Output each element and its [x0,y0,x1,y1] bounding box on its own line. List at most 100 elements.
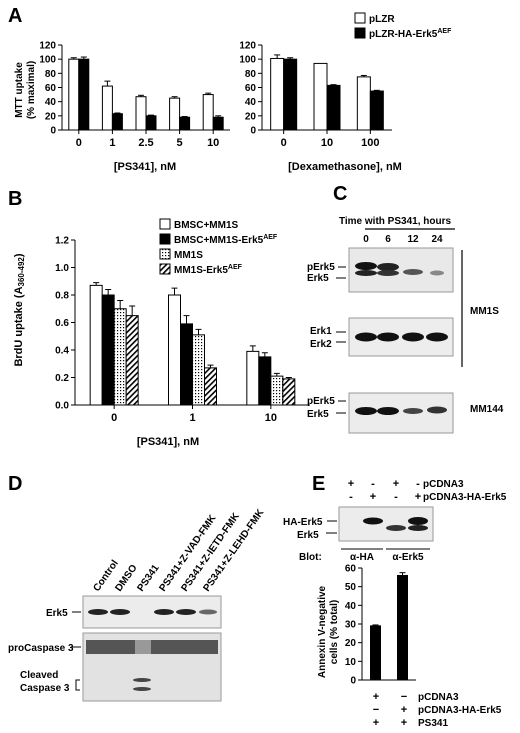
panel-e-ylabel-1: Annexin V-negative [317,585,328,678]
plus-minus-sign: + [370,491,376,503]
bar [135,96,147,131]
panel-letter-d: D [8,473,22,495]
label-e-bottom-pcdna3-ha: pCDNA3-HA-Erk5 [418,705,502,716]
bar [397,574,408,681]
band-cleaved-2 [133,687,151,691]
y-tick-label: 0.2 [55,373,69,384]
band [199,609,217,615]
panel-e-ylabel-2: cells (% total) [329,600,340,664]
label-perk5-c1: pErk5 [307,262,335,273]
chart-b: 0.0 0.2 0.4 0.6 0.8 1.0 1.2 0 1 10 [55,236,310,424]
y-tick-label: 10 [345,657,357,668]
label-e-blot: Blot: [299,552,322,563]
label-e-erk5: Erk5 [297,530,319,541]
y-tick-label: 20 [45,111,57,122]
band [426,332,448,342]
label-erk5-c3: Erk5 [307,409,329,420]
y-tick-label: 0 [350,676,356,687]
chart-a-left: 0 20 40 60 80 100 120 0 1 2.5 5 10 [39,41,230,149]
x-tick-label: 1 [189,412,195,424]
panel-b: BrdU uptake (A360-492) 0.0 0.2 0.4 0.6 0.8 1.… [13,218,310,448]
y-tick-label: 80 [45,69,57,80]
plus-minus-sign: - [371,478,375,490]
plus-minus-sign: - [394,491,398,503]
bar [246,350,260,406]
band [355,270,377,276]
band [355,407,377,415]
y-tick-label: 100 [239,55,256,66]
band [386,525,406,531]
panel-e-plusminus-top: + - + -- + - + [348,478,421,503]
panel-letter-e: E [312,473,325,495]
plus-minus-sign: + [415,491,421,503]
bar [369,90,384,131]
legend-b-label-1: BMSC+MM1S [174,220,239,231]
bar [270,57,285,131]
lane-label-ps341: PS341 [135,562,161,593]
panel-c-time-0: 0 [363,234,369,245]
label-erk2: Erk2 [310,339,332,350]
bar [356,76,371,131]
plus-minus-sign: + [373,717,379,729]
band [176,609,196,615]
label-e-ha-erk5: HA-Erk5 [283,517,323,528]
y-tick-label: 60 [345,564,357,575]
y-tick-label: 0.6 [55,318,69,329]
y-tick-label: 0 [250,126,256,137]
y-tick-label: 60 [45,83,57,94]
legend-b-swatch-4 [159,263,171,275]
bar [113,308,127,406]
x-tick-label: 0 [281,137,287,149]
label-e-alpha-ha: α-HA [350,552,374,563]
x-tick-label: 0 [76,137,82,149]
bar [204,367,217,406]
bar [101,85,113,131]
band-cleaved-1 [133,678,151,682]
panel-b-xlabel: [PS341], nM [137,436,199,448]
bar [89,284,103,406]
panel-a-right-xlabel: [Dexamethasone], nM [288,161,402,173]
legend-b-swatch-2 [159,233,171,245]
y-tick-label: 100 [39,55,56,66]
plus-minus-sign: + [348,478,354,490]
y-tick-label: 0.4 [55,346,69,357]
label-mm1s: MM1S [470,306,499,317]
band [88,609,108,615]
y-tick-label: 30 [345,620,357,631]
y-tick-label: 60 [245,83,257,94]
panel-e-plusminus-bottom: + −− ++ + [373,691,407,729]
blot-c-perk5 [348,247,454,293]
legend-a-label-plzr: pLZR [369,14,395,25]
label-mm144: MM144 [470,404,504,415]
panel-c-time-24: 24 [431,234,443,245]
bar [192,334,205,406]
bar [101,294,115,406]
bar [326,84,341,131]
plus-minus-sign: - [416,478,420,490]
band [408,517,428,525]
y-tick-label: 1.0 [55,263,69,274]
band [355,262,377,270]
x-tick-label: 5 [177,137,183,149]
bar [283,58,298,131]
label-cleaved-2: Caspase 3 [20,683,70,694]
panel-a-ylabel-1: MTT uptake [14,62,25,118]
panel-c-time-12: 12 [407,234,419,245]
bar [179,116,191,131]
bar [282,378,296,406]
band [403,269,423,275]
bar [168,294,181,406]
legend-b-label-2: BMSC+MM1S-Erk5AEF [174,234,278,246]
x-tick-label: 0 [111,412,117,424]
label-e-bottom-ps341: PS341 [418,718,448,729]
bar [313,62,328,131]
label-erk5-c1: Erk5 [307,273,329,284]
plus-minus-sign: − [373,704,379,716]
x-tick-label: 10 [207,137,219,149]
y-tick-label: 0.0 [55,401,69,412]
bracket-cleaved [75,679,80,691]
legend-a-swatch-plzr [354,12,366,24]
x-tick-label: 10 [265,412,277,424]
